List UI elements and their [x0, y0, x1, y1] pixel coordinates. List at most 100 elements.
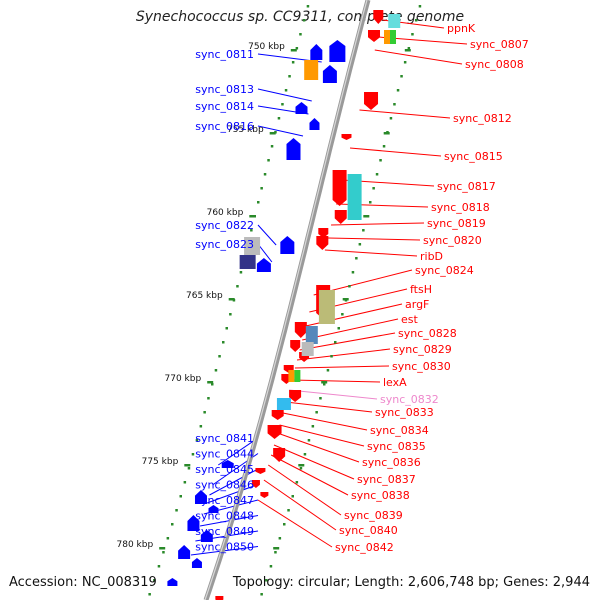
tick-dot [287, 509, 290, 512]
gene-label-sync_0814: sync_0814 [195, 100, 254, 113]
leader-line [374, 49, 463, 65]
kbp-label: 780 kbp [117, 540, 154, 550]
tick-dot [236, 285, 239, 288]
kbp-tick [159, 547, 166, 550]
kbp-label: 775 kbp [142, 457, 179, 467]
tick-dot [362, 229, 365, 232]
rna-feature [347, 174, 362, 220]
forward-gene [290, 340, 301, 352]
leader-line [294, 365, 390, 369]
leader-line [218, 437, 259, 466]
kbp-label: 770 kbp [165, 374, 202, 384]
scale-ticks: 750 kbp 755 kbp 760 kbp 765 kbp 770 kbp 775 k… [117, 5, 422, 596]
gene-label-ppnK: ppnK [447, 22, 476, 35]
tick-dot [358, 243, 362, 246]
tick-dot [148, 593, 151, 596]
kbp-label: 760 kbp [207, 208, 244, 218]
tick-dot [191, 453, 195, 456]
tick-dot [306, 5, 310, 8]
tick-dot [337, 327, 340, 330]
forward-gene [273, 448, 286, 462]
tick-dot [183, 481, 187, 484]
tick-dot [195, 439, 199, 442]
leader-line [299, 332, 396, 351]
forward-gene [260, 492, 269, 498]
forward-gene [364, 92, 379, 110]
kbp-tick [207, 381, 214, 384]
reverse-gene [309, 118, 320, 130]
tick-dot [299, 467, 303, 470]
leader-line [268, 464, 342, 516]
tick-dot [369, 201, 372, 204]
gene-label-sync_0823: sync_0823 [195, 238, 254, 251]
tick-dot [389, 117, 393, 120]
reverse-gene [200, 530, 213, 542]
gene-label-sync_0849: sync_0849 [195, 525, 254, 538]
reverse-gene [286, 138, 301, 160]
tick-dot [341, 313, 344, 316]
tick-dot [267, 159, 270, 162]
leader-line [289, 389, 378, 400]
forward-gene [316, 236, 329, 250]
gene-label-sync_0816: sync_0816 [195, 120, 254, 133]
gene-label-sync_0829: sync_0829 [393, 343, 452, 356]
kbp-tick-outer [298, 464, 305, 467]
leader-line [291, 379, 381, 383]
tick-dot [400, 75, 403, 78]
tick-dot [319, 397, 322, 400]
gene-label-sync_0838: sync_0838 [351, 489, 410, 502]
gene-label-sync_0848: sync_0848 [195, 510, 254, 523]
tick-dot [393, 103, 396, 106]
kbp-tick [249, 215, 256, 218]
tick-dot [291, 61, 295, 64]
tick-dot [203, 411, 206, 414]
gene-label-sync_0850: sync_0850 [195, 541, 254, 554]
tick-dot [311, 425, 315, 428]
gene-label-sync_0835: sync_0835 [367, 440, 426, 453]
accession: Accession: NC_008319 [9, 575, 157, 590]
gene-label-sync_0813: sync_0813 [195, 83, 254, 96]
feature-box [244, 237, 261, 255]
tick-dot [187, 467, 191, 470]
rna-feature [304, 60, 319, 80]
genome-summary: Topology: circular; Length: 2,606,748 bp… [232, 575, 590, 590]
forward-gene [289, 390, 302, 402]
tick-dot [257, 201, 260, 204]
gene-label-ftsH: ftsH [410, 283, 432, 296]
tick-dot [278, 537, 282, 540]
tick-dot [260, 187, 263, 190]
tick-dot [372, 187, 375, 190]
reverse-gene [329, 40, 346, 62]
leader-line [209, 468, 259, 496]
tick-dot [288, 75, 291, 78]
tick-dot [225, 327, 228, 330]
reverse-gene [194, 490, 207, 504]
feature-box [305, 326, 318, 344]
tick-dot [348, 285, 351, 288]
tick-dot [396, 89, 400, 92]
tick-dot [284, 89, 288, 92]
kbp-label: 755 kbp [227, 125, 264, 135]
tick-dot [418, 5, 422, 8]
tick-dot [214, 369, 218, 372]
tick-dot [274, 551, 277, 554]
tick-dot [403, 61, 407, 64]
tick-dot [323, 383, 326, 386]
tick-dot [269, 565, 273, 568]
kbp-tick-outer [404, 49, 411, 52]
forward-gene [332, 170, 347, 206]
leader-line [199, 515, 259, 527]
gene-label-lexA: lexA [383, 376, 407, 389]
tick-dot [229, 313, 232, 316]
tick-dot [211, 383, 214, 386]
tick-dot [351, 271, 355, 274]
tick-dot [218, 355, 221, 358]
reverse-gene [178, 545, 191, 559]
gene-label-sync_0818: sync_0818 [431, 201, 490, 214]
forward-gene [341, 134, 352, 140]
tick-dot [414, 19, 418, 22]
tick-dot [299, 33, 302, 36]
tick-dot [199, 425, 203, 428]
kbp-tick-outer [383, 132, 390, 135]
